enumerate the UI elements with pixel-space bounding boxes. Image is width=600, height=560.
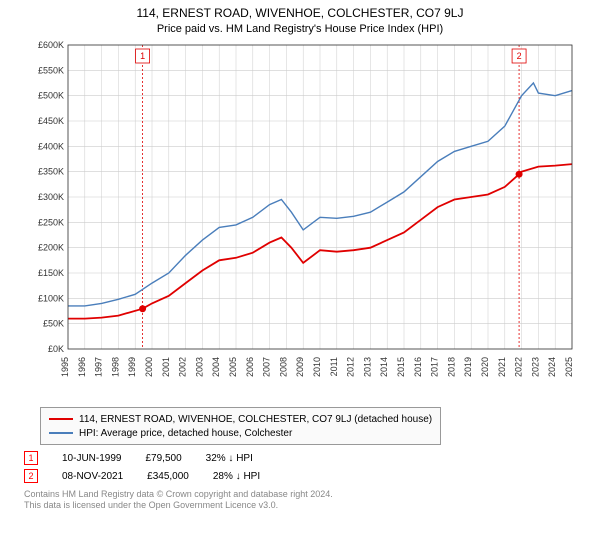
svg-text:1998: 1998 <box>110 357 120 377</box>
svg-text:2018: 2018 <box>446 357 456 377</box>
svg-text:2012: 2012 <box>346 357 356 377</box>
svg-text:£150K: £150K <box>38 268 64 278</box>
svg-text:2019: 2019 <box>463 357 473 377</box>
svg-text:2013: 2013 <box>362 357 372 377</box>
svg-text:2023: 2023 <box>530 357 540 377</box>
svg-text:2008: 2008 <box>278 357 288 377</box>
svg-text:£500K: £500K <box>38 91 64 101</box>
svg-text:2009: 2009 <box>295 357 305 377</box>
sale-price: £345,000 <box>147 471 189 482</box>
price-chart: £0K £50K £100K £150K £200K £250K £300K £350K £40… <box>20 39 580 399</box>
svg-text:2011: 2011 <box>329 357 339 376</box>
legend: 114, ERNEST ROAD, WIVENHOE, COLCHESTER, … <box>40 407 441 445</box>
svg-text:2007: 2007 <box>262 357 272 377</box>
license-line1: Contains HM Land Registry data © Crown c… <box>24 489 576 500</box>
sale-diff: 28% ↓ HPI <box>213 471 260 482</box>
page-subtitle: Price paid vs. HM Land Registry's House … <box>0 20 600 39</box>
svg-text:2001: 2001 <box>161 357 171 377</box>
page-title: 114, ERNEST ROAD, WIVENHOE, COLCHESTER, … <box>0 0 600 20</box>
svg-text:£350K: £350K <box>38 167 64 177</box>
svg-text:1997: 1997 <box>94 357 104 377</box>
svg-text:2024: 2024 <box>547 357 557 377</box>
sale-date: 10-JUN-1999 <box>62 453 121 464</box>
license-text: Contains HM Land Registry data © Crown c… <box>24 489 576 512</box>
svg-text:£200K: £200K <box>38 243 64 253</box>
svg-text:2025: 2025 <box>564 357 574 377</box>
sale-price: £79,500 <box>145 453 181 464</box>
chart-svg: £0K £50K £100K £150K £200K £250K £300K £350K £40… <box>20 39 580 399</box>
svg-text:2014: 2014 <box>379 357 389 377</box>
svg-text:£400K: £400K <box>38 141 64 151</box>
svg-text:2005: 2005 <box>228 357 238 377</box>
svg-text:2006: 2006 <box>245 357 255 377</box>
svg-text:2004: 2004 <box>211 357 221 377</box>
svg-text:£600K: £600K <box>38 40 64 50</box>
legend-swatch-property <box>49 418 73 420</box>
svg-text:£250K: £250K <box>38 217 64 227</box>
license-line2: This data is licensed under the Open Gov… <box>24 500 576 511</box>
svg-text:2002: 2002 <box>178 357 188 377</box>
legend-row-property: 114, ERNEST ROAD, WIVENHOE, COLCHESTER, … <box>49 412 432 426</box>
svg-text:2020: 2020 <box>480 357 490 377</box>
svg-text:1996: 1996 <box>77 357 87 377</box>
sale-date: 08-NOV-2021 <box>62 471 123 482</box>
svg-text:2022: 2022 <box>514 357 524 377</box>
svg-text:1: 1 <box>140 51 145 61</box>
svg-text:2003: 2003 <box>194 357 204 377</box>
sale-index-box: 2 <box>24 469 38 483</box>
svg-text:£100K: £100K <box>38 293 64 303</box>
svg-text:£450K: £450K <box>38 116 64 126</box>
svg-text:2: 2 <box>517 51 522 61</box>
svg-text:£550K: £550K <box>38 65 64 75</box>
sales-table: 1 10-JUN-1999 £79,500 32% ↓ HPI 2 08-NOV… <box>24 449 576 485</box>
svg-text:2016: 2016 <box>413 357 423 377</box>
legend-label-property: 114, ERNEST ROAD, WIVENHOE, COLCHESTER, … <box>79 414 432 425</box>
svg-text:2000: 2000 <box>144 357 154 377</box>
svg-text:2010: 2010 <box>312 357 322 377</box>
svg-text:2017: 2017 <box>430 357 440 377</box>
legend-swatch-hpi <box>49 432 73 434</box>
svg-text:1999: 1999 <box>127 357 137 377</box>
svg-text:£300K: £300K <box>38 192 64 202</box>
svg-text:2021: 2021 <box>497 357 507 377</box>
sale-index-box: 1 <box>24 451 38 465</box>
legend-row-hpi: HPI: Average price, detached house, Colc… <box>49 426 432 440</box>
legend-label-hpi: HPI: Average price, detached house, Colc… <box>79 428 292 439</box>
svg-text:£50K: £50K <box>43 319 64 329</box>
svg-text:2015: 2015 <box>396 357 406 377</box>
svg-text:£0K: £0K <box>48 344 64 354</box>
sale-row: 2 08-NOV-2021 £345,000 28% ↓ HPI <box>24 467 576 485</box>
sale-diff: 32% ↓ HPI <box>206 453 253 464</box>
sale-row: 1 10-JUN-1999 £79,500 32% ↓ HPI <box>24 449 576 467</box>
svg-text:1995: 1995 <box>60 357 70 377</box>
